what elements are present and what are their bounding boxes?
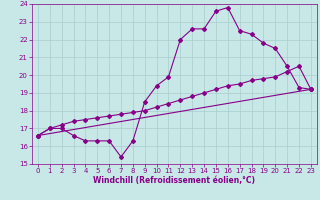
X-axis label: Windchill (Refroidissement éolien,°C): Windchill (Refroidissement éolien,°C) xyxy=(93,176,255,185)
